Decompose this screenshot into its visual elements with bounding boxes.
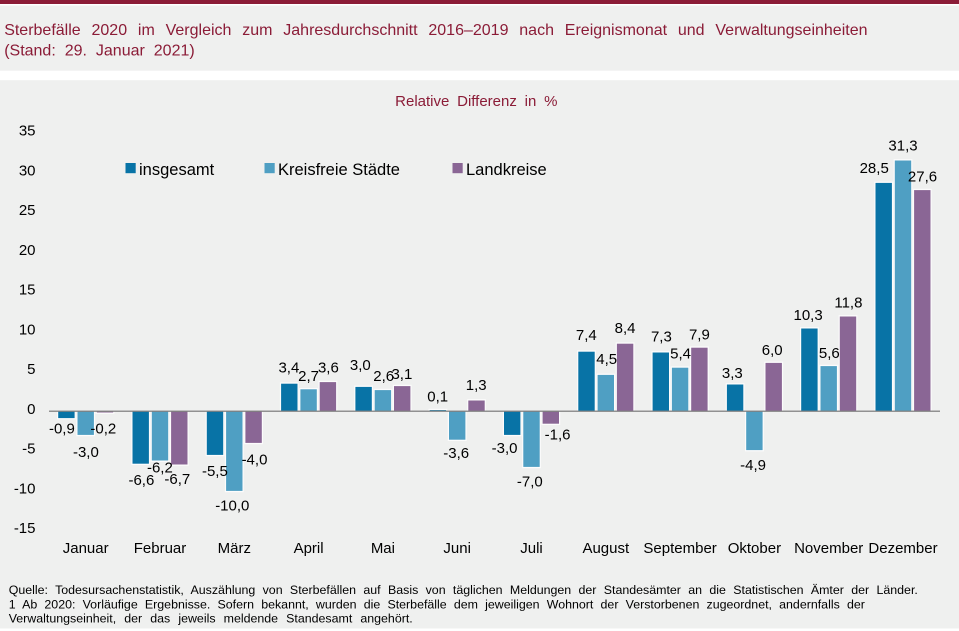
svg-text:5,4: 5,4 bbox=[670, 345, 691, 362]
svg-text:6,0: 6,0 bbox=[762, 342, 783, 359]
svg-text:-1,6: -1,6 bbox=[545, 427, 571, 444]
svg-text:10,3: 10,3 bbox=[793, 307, 822, 324]
svg-text:-3,0: -3,0 bbox=[73, 444, 99, 461]
svg-text:3,0: 3,0 bbox=[350, 357, 371, 374]
svg-text:7,9: 7,9 bbox=[689, 327, 710, 344]
svg-text:-7,0: -7,0 bbox=[517, 473, 543, 490]
svg-text:35: 35 bbox=[19, 123, 36, 140]
svg-text:2,6: 2,6 bbox=[373, 368, 394, 385]
svg-text:27,6: 27,6 bbox=[908, 168, 937, 185]
svg-text:-0,2: -0,2 bbox=[90, 420, 116, 437]
svg-text:7,4: 7,4 bbox=[576, 327, 597, 344]
svg-text:4,5: 4,5 bbox=[596, 351, 617, 368]
svg-text:30: 30 bbox=[19, 162, 36, 179]
svg-text:-10,0: -10,0 bbox=[215, 498, 249, 515]
svg-text:-4,9: -4,9 bbox=[740, 457, 766, 474]
svg-text:-6,7: -6,7 bbox=[164, 471, 190, 488]
svg-text:31,3: 31,3 bbox=[888, 138, 917, 155]
svg-text:-10: -10 bbox=[14, 480, 36, 497]
svg-text:3,1: 3,1 bbox=[391, 366, 412, 383]
svg-text:-15: -15 bbox=[14, 520, 36, 537]
svg-text:-0,9: -0,9 bbox=[49, 420, 75, 437]
svg-text:Januar: Januar bbox=[63, 540, 109, 557]
svg-text:Verwaltungseinheit, der das je: Verwaltungseinheit, der das jeweils meld… bbox=[9, 612, 413, 626]
svg-text:(Stand: 29. Januar 2021): (Stand: 29. Januar 2021) bbox=[4, 43, 195, 60]
svg-text:Juni: Juni bbox=[443, 540, 471, 557]
svg-text:28,5: 28,5 bbox=[860, 160, 889, 177]
svg-text:Relative Differenz in %: Relative Differenz in % bbox=[395, 93, 557, 110]
svg-text:0: 0 bbox=[27, 401, 35, 418]
svg-text:25: 25 bbox=[19, 202, 36, 219]
svg-text:3,3: 3,3 bbox=[722, 365, 743, 382]
svg-text:8,4: 8,4 bbox=[615, 320, 636, 337]
svg-text:März: März bbox=[218, 540, 251, 557]
svg-text:Sterbefälle 2020 im Vergleich: Sterbefälle 2020 im Vergleich zum Jahres… bbox=[4, 22, 867, 39]
svg-text:0,1: 0,1 bbox=[427, 388, 448, 405]
svg-text:20: 20 bbox=[19, 242, 36, 259]
svg-text:5: 5 bbox=[27, 361, 35, 378]
svg-text:insgesamt: insgesamt bbox=[139, 161, 215, 179]
svg-text:November: November bbox=[794, 540, 863, 557]
svg-text:Kreisfreie Städte: Kreisfreie Städte bbox=[278, 161, 400, 179]
svg-text:Februar: Februar bbox=[134, 540, 187, 557]
svg-text:-6,6: -6,6 bbox=[128, 472, 154, 489]
svg-text:-3,6: -3,6 bbox=[443, 445, 469, 462]
svg-text:11,8: 11,8 bbox=[834, 294, 862, 311]
svg-text:September: September bbox=[643, 540, 716, 557]
svg-text:3,6: 3,6 bbox=[318, 359, 339, 376]
svg-text:Oktober: Oktober bbox=[728, 540, 781, 557]
svg-text:7,3: 7,3 bbox=[651, 328, 672, 345]
svg-text:-5: -5 bbox=[22, 441, 35, 458]
svg-text:1,3: 1,3 bbox=[466, 377, 487, 394]
svg-text:10: 10 bbox=[19, 321, 36, 338]
svg-text:2,7: 2,7 bbox=[298, 368, 319, 385]
svg-text:August: August bbox=[582, 540, 630, 557]
svg-text:15: 15 bbox=[19, 282, 36, 299]
svg-text:Juli: Juli bbox=[520, 540, 543, 557]
svg-text:Dezember: Dezember bbox=[868, 540, 937, 557]
svg-text:Quelle: Todesursachenstatistik: Quelle: Todesursachenstatistik, Auszählu… bbox=[9, 583, 918, 597]
svg-text:1 Ab 2020: Vorläufige Ergebnis: 1 Ab 2020: Vorläufige Ergebnisse. Sofern… bbox=[9, 597, 865, 611]
svg-text:5,6: 5,6 bbox=[819, 345, 840, 362]
svg-text:-5,5: -5,5 bbox=[202, 463, 228, 480]
svg-text:Mai: Mai bbox=[371, 540, 395, 557]
svg-text:-3,0: -3,0 bbox=[492, 440, 518, 457]
svg-text:Landkreise: Landkreise bbox=[466, 161, 547, 179]
svg-text:-4,0: -4,0 bbox=[242, 452, 268, 469]
svg-text:April: April bbox=[294, 540, 324, 557]
svg-text:3,4: 3,4 bbox=[278, 359, 299, 376]
svg-text:-6,2: -6,2 bbox=[147, 460, 173, 477]
